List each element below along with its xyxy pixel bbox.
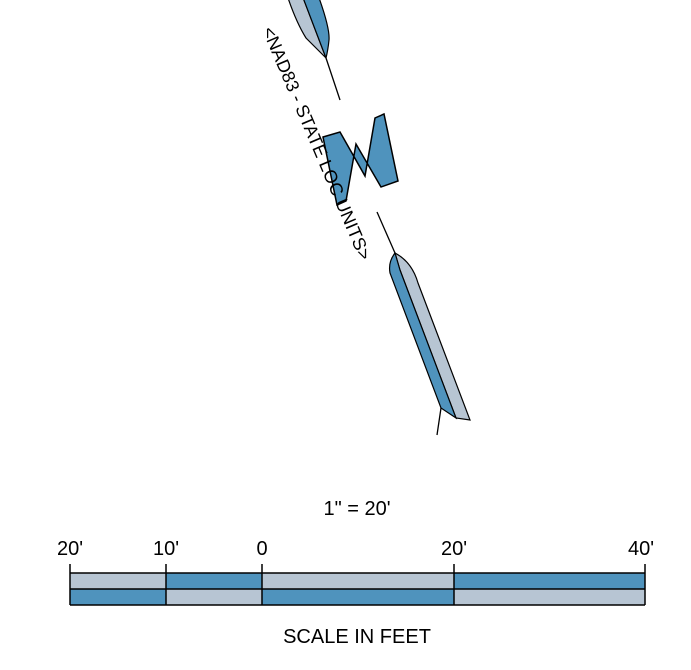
scale-tick-label-10: 10' [153,538,179,560]
scale-segment-top-1 [70,573,166,589]
scale-tick-label-40: 40' [628,538,654,560]
scale-tick-label-0: 0 [256,538,267,560]
lower-body-dark-half [388,251,458,420]
north-letter-n [322,112,399,207]
upper-tail-light-half [288,0,327,59]
lower-body-light-half [394,251,471,421]
scale-segment-top-4 [454,573,645,589]
upper-tail-needle [325,57,341,101]
scale-segment-top-2 [166,573,262,589]
scale-segment-top-3 [262,573,454,589]
scale-tick-label-20-left: 20' [57,538,83,560]
north-arrow-datum-label: <NAD83 - STATE LOC UNITS> [258,24,375,263]
lower-needle-top [376,211,396,254]
scale-segment-bottom-3 [262,589,454,605]
north-arrow-lower-body [376,211,471,436]
scale-ratio-label: 1" = 20' [323,498,390,520]
upper-tail-dark-half [303,0,330,60]
scale-segment-bottom-4 [454,589,645,605]
scale-segment-bottom-1 [70,589,166,605]
scale-bar: 1" = 20' 20' 10' 0 20' 40' SCALE IN FEET [57,498,654,648]
north-arrow: <NAD83 - STATE LOC UNITS> [258,0,471,436]
north-arrow-upper-tail [288,0,341,101]
lower-needle-bottom [436,407,442,436]
scale-caption: SCALE IN FEET [283,626,431,648]
scale-segment-bottom-2 [166,589,262,605]
scale-tick-label-20-right: 20' [441,538,467,560]
